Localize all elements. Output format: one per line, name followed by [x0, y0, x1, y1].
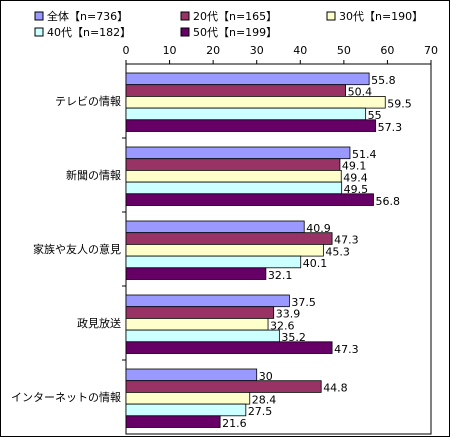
bar-2-4 — [125, 267, 267, 280]
data-label-3-3: 35.2 — [281, 331, 306, 344]
data-label-4-0: 30 — [259, 370, 273, 383]
x-tick-label-4: 40 — [293, 44, 307, 57]
data-label-1-0: 51.4 — [352, 148, 377, 161]
data-label-3-1: 33.9 — [276, 308, 301, 321]
x-tick-label-2: 20 — [206, 44, 220, 57]
category-label-1: 新聞の情報 — [66, 168, 121, 182]
legend-swatch-2 — [326, 11, 336, 21]
data-label-1-4: 56.8 — [375, 195, 400, 208]
legend-label-3: 40代【n=182】 — [47, 26, 131, 39]
bar-0-4 — [125, 119, 377, 132]
data-label-1-1: 49.1 — [342, 160, 367, 173]
data-label-4-1: 44.8 — [323, 382, 348, 395]
data-label-1-3: 49.5 — [344, 183, 369, 196]
bar-1-2 — [125, 169, 342, 183]
x-tick-label-6: 60 — [380, 44, 394, 57]
data-label-4-2: 28.4 — [252, 393, 277, 406]
bar-3-0 — [125, 294, 290, 308]
category-label-3: 政見放送 — [77, 316, 121, 330]
bar-1-3 — [125, 181, 343, 195]
plot-area: テレビの情報55.850.459.55557.3新聞の情報51.449.149.… — [11, 63, 432, 435]
data-label-1-2: 49.4 — [343, 171, 368, 184]
data-label-2-1: 47.3 — [334, 234, 359, 247]
data-label-4-3: 27.5 — [248, 405, 272, 418]
legend-swatch-4 — [180, 27, 190, 37]
bar-1-4 — [125, 193, 374, 206]
bar-4-4 — [125, 415, 221, 428]
legend-swatch-1 — [180, 11, 190, 21]
data-label-3-4: 47.3 — [334, 343, 359, 356]
data-label-0-0: 55.8 — [371, 74, 396, 87]
bar-3-1 — [125, 306, 275, 319]
legend-swatch-3 — [34, 27, 44, 37]
x-tick-label-7: 70 — [424, 44, 438, 57]
data-label-0-3: 55 — [368, 109, 382, 122]
data-label-0-4: 57.3 — [378, 121, 403, 134]
data-label-3-0: 37.5 — [291, 296, 316, 309]
bar-0-1 — [125, 84, 347, 97]
x-axis: 0 10 20 30 40 50 60 70 — [123, 44, 438, 64]
bar-2-3 — [125, 255, 302, 269]
x-tick-label-3: 30 — [250, 44, 264, 57]
bar-4-3 — [125, 403, 247, 417]
x-tick-label-1: 10 — [163, 44, 177, 57]
bar-0-0 — [125, 72, 370, 86]
bar-2-2 — [125, 243, 324, 257]
category-label-2: 家族や友人の意見 — [33, 242, 121, 256]
legend-label-0: 全体【n=736】 — [47, 9, 128, 23]
bar-3-4 — [125, 341, 333, 354]
data-label-4-4: 21.6 — [222, 417, 247, 430]
legend-label-1: 20代【n=165】 — [193, 10, 277, 23]
bar-1-0 — [125, 146, 351, 160]
legend-label-2: 30代【n=190】 — [339, 10, 423, 23]
data-label-2-2: 45.3 — [325, 245, 350, 258]
data-label-2-3: 40.1 — [303, 257, 328, 270]
bar-2-0 — [125, 220, 305, 234]
category-label-0: テレビの情報 — [55, 95, 121, 108]
x-tick-label-0: 0 — [123, 44, 130, 57]
bar-0-3 — [125, 107, 367, 121]
legend-label-4: 50代【n=199】 — [193, 26, 277, 39]
legend-swatch-0 — [34, 11, 44, 21]
legend: 全体【n=736】 20代【n=165】 30代【n=190】 40代【n=182】 5… — [34, 9, 423, 39]
bar-1-1 — [125, 158, 341, 171]
category-label-4: インターネットの情報 — [11, 391, 121, 404]
bar-4-2 — [125, 391, 251, 405]
data-label-0-1: 50.4 — [348, 86, 373, 99]
bar-2-1 — [125, 232, 333, 245]
bar-4-1 — [125, 380, 322, 393]
data-label-3-2: 32.6 — [270, 319, 295, 332]
bar-4-0 — [125, 368, 258, 382]
data-label-2-0: 40.9 — [306, 222, 331, 235]
data-label-2-4: 32.1 — [268, 269, 293, 282]
data-label-0-2: 59.5 — [387, 97, 412, 110]
bar-3-2 — [125, 317, 269, 331]
bar-0-2 — [125, 96, 386, 109]
bar-3-3 — [125, 329, 280, 343]
x-tick-label-5: 50 — [337, 44, 351, 57]
